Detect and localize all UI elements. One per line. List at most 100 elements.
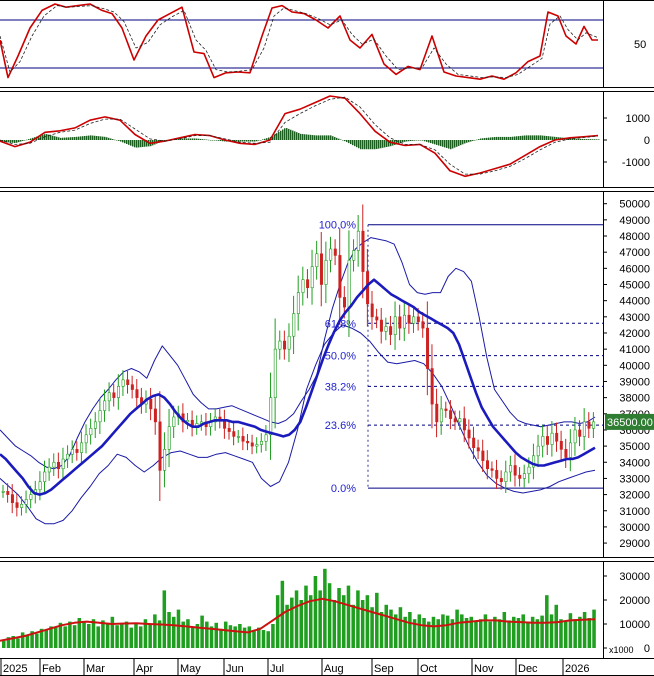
volume-bar: [257, 627, 261, 648]
macd-histogram-bar: [98, 136, 100, 140]
fibonacci-level-label: 23.6%: [325, 420, 356, 432]
macd-histogram-bar: [242, 140, 244, 142]
candle-body: [453, 418, 457, 423]
macd-histogram-bar: [76, 136, 78, 140]
price-tick-label: 34000: [619, 457, 650, 469]
volume-bar: [115, 625, 119, 648]
candle-body: [98, 410, 102, 423]
macd-histogram-bar: [262, 139, 264, 140]
candle-body: [20, 503, 24, 508]
candle-body: [559, 440, 563, 450]
macd-histogram-bar: [338, 138, 340, 140]
volume-bar: [30, 631, 34, 648]
volume-bar: [351, 604, 355, 648]
volume-bar: [408, 612, 412, 648]
macd-histogram-bar: [436, 140, 438, 145]
macd-histogram-bar: [362, 140, 364, 150]
candle-body: [490, 468, 494, 471]
macd-histogram-bar: [100, 136, 102, 140]
macd-histogram-bar: [520, 135, 522, 140]
macd-histogram-bar: [412, 140, 414, 141]
volume-bar: [521, 614, 525, 648]
candle-body: [518, 474, 522, 479]
macd-histogram-bar: [258, 140, 260, 141]
candle-body: [1, 491, 5, 493]
macd-histogram-bar: [342, 140, 344, 141]
volume-bar: [512, 616, 516, 648]
volume-bar: [275, 595, 280, 648]
macd-histogram-bar: [448, 140, 450, 149]
volume-bar: [540, 615, 544, 648]
macd-histogram-bar: [12, 140, 14, 143]
volume-bar: [342, 595, 346, 648]
macd-histogram-bar: [312, 135, 314, 140]
candle-body: [416, 316, 420, 322]
macd-histogram-bar: [58, 137, 60, 140]
candle-body: [264, 434, 268, 442]
macd-histogram-bar: [486, 137, 488, 140]
macd-histogram-bar: [494, 137, 496, 140]
volume-bar: [16, 638, 20, 648]
volume-bar: [148, 624, 152, 648]
volume-bar: [455, 609, 459, 648]
price-tick-label: 30000: [619, 522, 650, 534]
candle-body: [504, 471, 508, 482]
candle-body: [121, 379, 125, 387]
volume-bar: [35, 633, 39, 648]
volume-bar: [578, 616, 582, 648]
macd-histogram-bar: [500, 136, 502, 140]
macd-histogram-bar: [528, 135, 530, 140]
macd-histogram-bar: [46, 134, 48, 140]
macd-histogram-bar: [350, 140, 352, 145]
volume-bar: [497, 619, 502, 648]
macd-histogram-bar: [238, 140, 240, 142]
volume-bar: [39, 628, 44, 648]
candle-body: [550, 432, 554, 445]
candle-body: [135, 389, 139, 398]
volume-bar: [464, 618, 469, 648]
macd-histogram-bar: [142, 140, 144, 147]
macd-histogram-bar: [72, 137, 74, 140]
candle-body: [555, 432, 559, 442]
macd-histogram-bar: [88, 135, 90, 140]
macd-histogram-bar: [540, 135, 542, 140]
volume-bar: [356, 590, 360, 648]
candle-body: [587, 421, 591, 429]
macd-histogram-bar: [194, 138, 196, 140]
macd-histogram-bar: [178, 138, 180, 140]
volume-bar: [261, 630, 266, 648]
macd-histogram-bar: [360, 140, 362, 150]
macd-signal-line: [0, 96, 599, 175]
candle-body: [426, 327, 430, 369]
macd-histogram-bar: [516, 136, 518, 140]
volume-bar: [238, 624, 242, 648]
macd-histogram-bar: [140, 140, 142, 148]
date-tick-label: Jul: [270, 663, 284, 675]
macd-histogram-bar: [368, 140, 370, 150]
macd-histogram-bar: [40, 135, 42, 140]
macd-histogram-bar: [414, 140, 416, 141]
macd-histogram-bar: [84, 135, 86, 140]
candle-body: [93, 421, 97, 429]
candle-body: [476, 447, 480, 452]
price-tick-label: 44000: [619, 296, 650, 308]
volume-bar: [58, 622, 63, 648]
macd-histogram-bar: [518, 136, 520, 140]
candle-body: [89, 428, 93, 436]
candle-body: [163, 449, 167, 471]
volume-bar: [294, 590, 299, 648]
macd-histogram-bar: [74, 136, 76, 140]
macd-histogram-bar: [372, 140, 374, 150]
volume-bar: [82, 621, 86, 648]
volume-bar: [68, 621, 72, 648]
candle-body: [472, 437, 476, 449]
price-tick-label: 40000: [619, 360, 650, 372]
macd-histogram-bar: [266, 138, 268, 140]
macd-histogram-bar: [468, 140, 470, 143]
macd-histogram-bar: [94, 135, 96, 140]
macd-histogram-bar: [504, 136, 506, 140]
macd-histogram-bar: [570, 138, 572, 140]
macd-histogram-bar: [384, 140, 386, 148]
price-tick-label: 48000: [619, 231, 650, 243]
volume-bar: [44, 630, 49, 648]
